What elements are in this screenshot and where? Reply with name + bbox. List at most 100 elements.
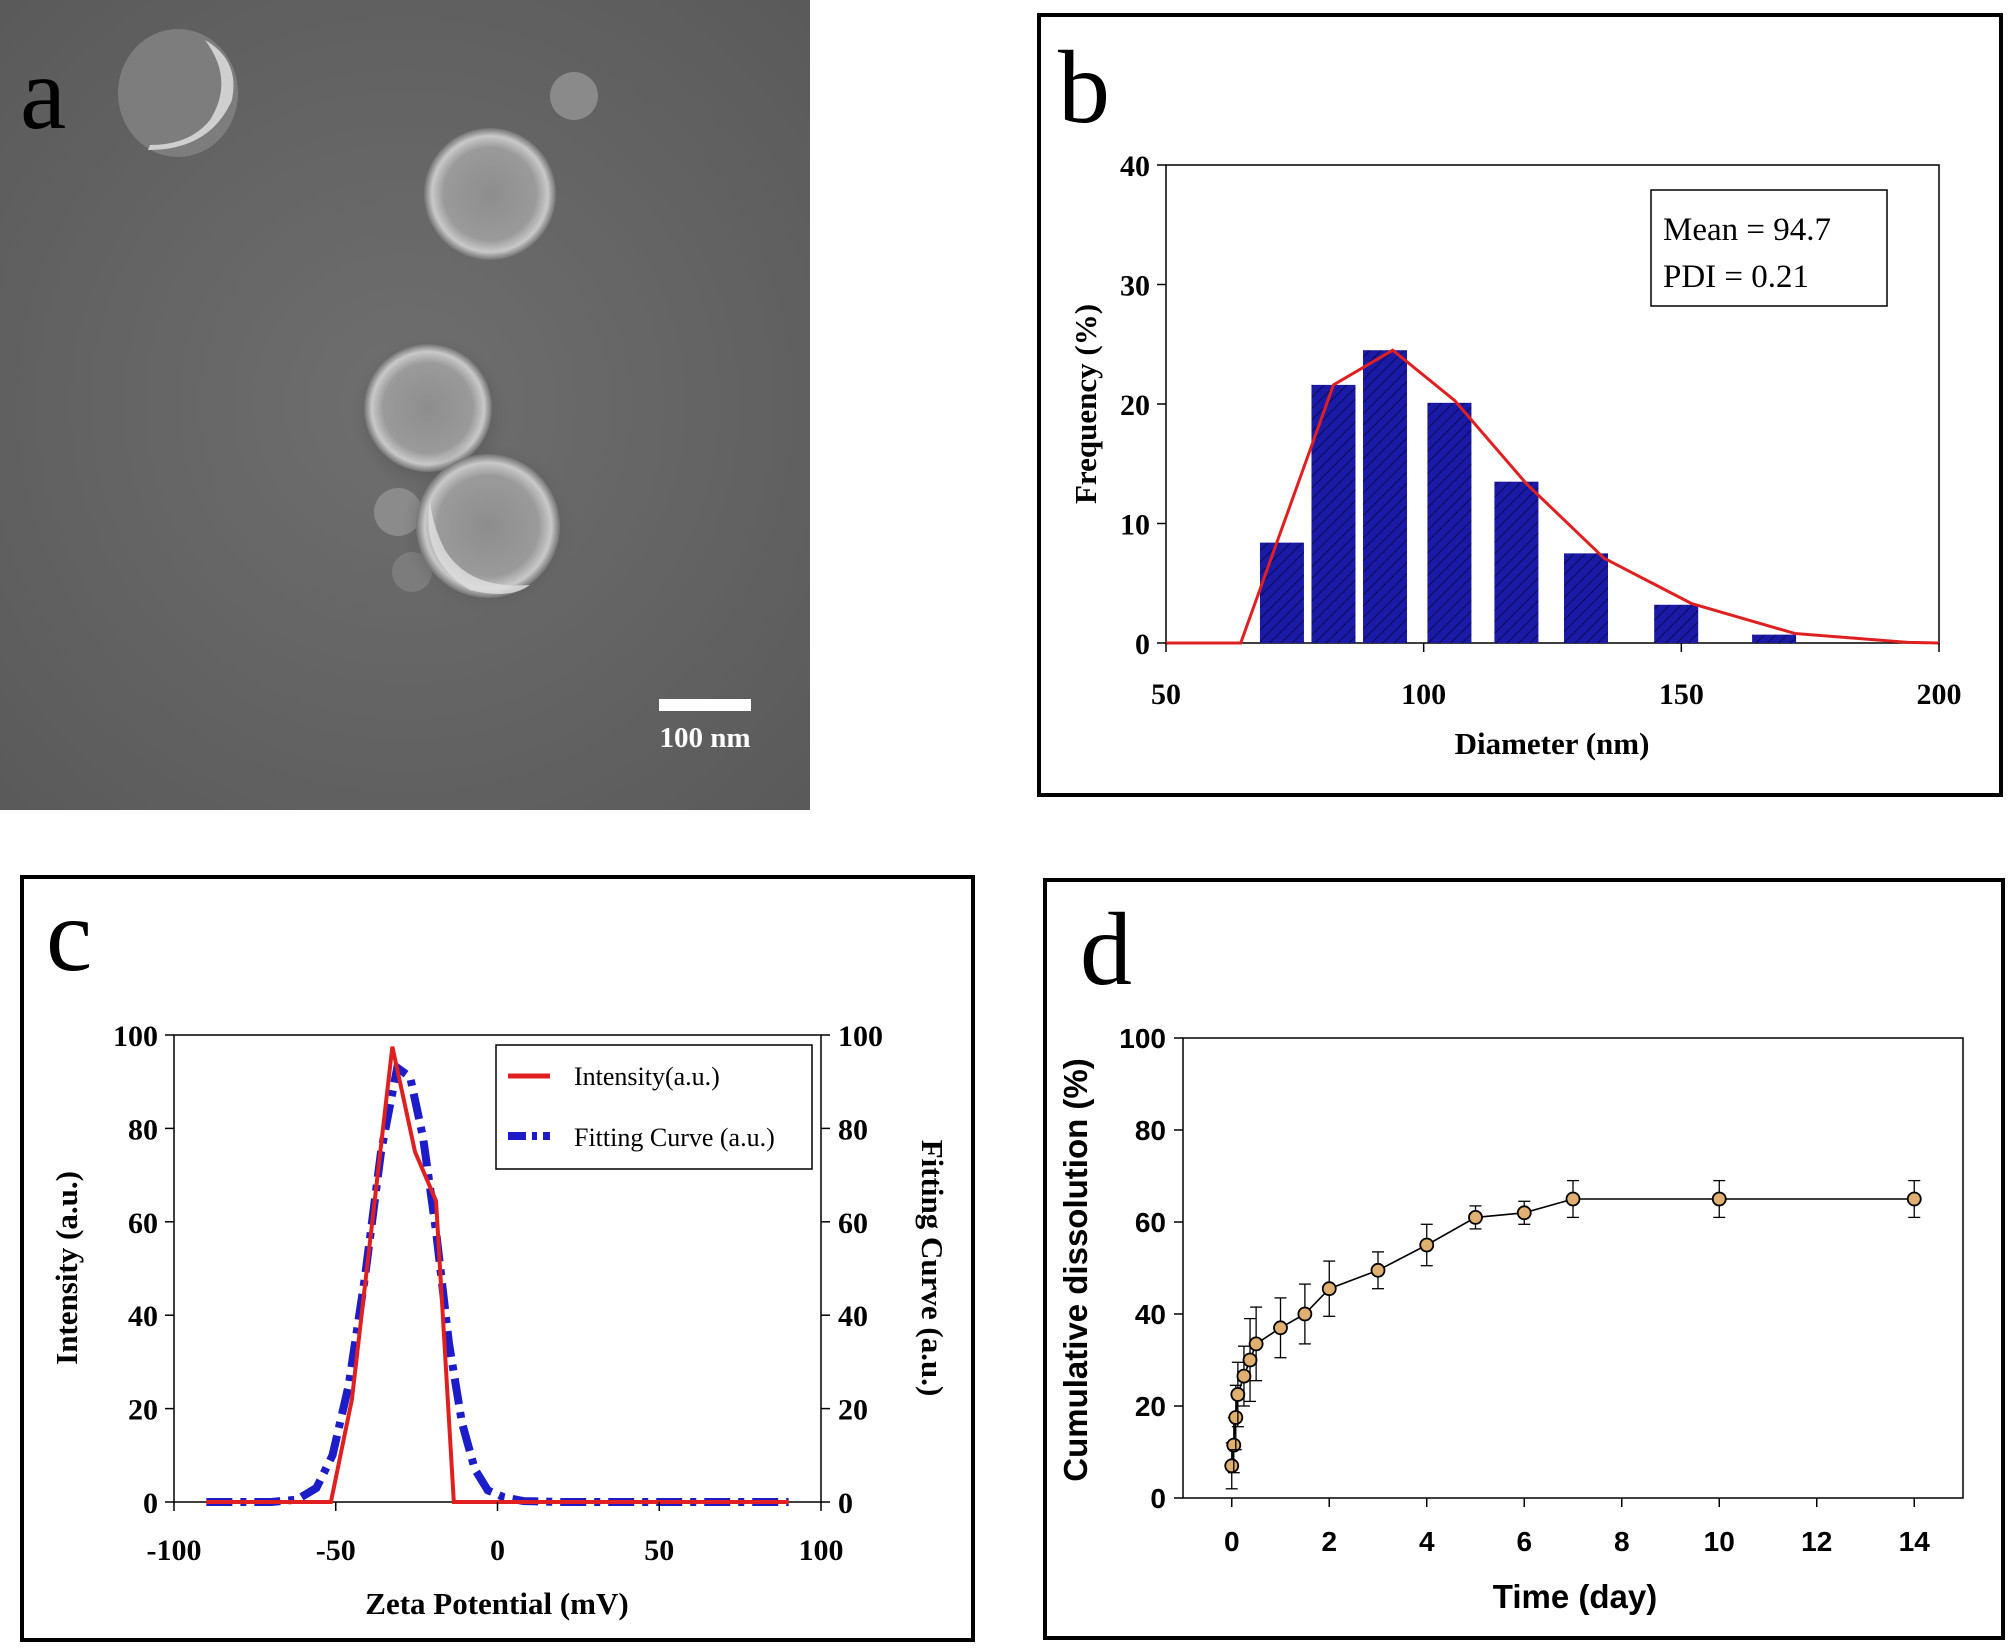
histogram-bar	[1563, 553, 1608, 643]
y-tick-label: 20	[128, 1394, 158, 1427]
x-tick-label: 4	[1419, 1526, 1435, 1557]
x-tick-label: 0	[1224, 1526, 1240, 1557]
x-tick-label: 8	[1614, 1526, 1630, 1557]
panel-frame	[1037, 13, 2003, 797]
stats-mean: Mean = 94.7	[1663, 212, 1831, 248]
fit-line	[1166, 348, 1940, 645]
vesicle	[364, 344, 492, 472]
panel-letter-d: d	[1080, 892, 1132, 1007]
vesicle-rim	[148, 40, 234, 150]
legend-c: Intensity(a.u.) Fitting Curve (a.u.)	[495, 1044, 813, 1170]
vesicle-rim	[428, 500, 530, 594]
y-tick-label: 100	[113, 1020, 158, 1053]
data-point	[1516, 1205, 1532, 1221]
x-axis-title-c: Zeta Potential (mV)	[365, 1586, 628, 1621]
data-point	[1906, 1191, 1922, 1207]
data-point	[1224, 1458, 1240, 1474]
histogram-bar	[1427, 402, 1472, 643]
x-axis-title-b: Diameter (nm)	[1455, 726, 1650, 761]
y2-axis-title-c: Fitting Curve (a.u.)	[915, 1140, 950, 1397]
y-axis-title-c: Intensity (a.u.)	[49, 1171, 84, 1365]
y-tick-label: 0	[143, 1487, 158, 1520]
x-tick-label: 12	[1801, 1526, 1832, 1557]
scale-bar-label: 100 nm	[659, 722, 750, 754]
y2-tick-label: 20	[838, 1394, 868, 1427]
panel-letter-b: b	[1058, 30, 1110, 145]
y-tick-label: 20	[1135, 1391, 1166, 1422]
panel-letter-c: c	[46, 878, 92, 993]
data-point	[1468, 1210, 1483, 1225]
x-tick-label: 100	[1401, 678, 1446, 711]
panel-a: a 100 nm	[0, 0, 810, 810]
panel-b: b 50 100 150 200 0 10 20 30 40 Mean = 94.7 PDI =…	[1037, 13, 2003, 797]
x-tick-label: 100	[799, 1534, 844, 1567]
panel-d: d 0 2 4 6 8 10 12 14 0 20 40 60 80 100 Time (day) Cum…	[1043, 878, 2005, 1640]
data-point	[1711, 1191, 1727, 1207]
y2-tick-label: 40	[838, 1300, 868, 1333]
x-tick-label: 0	[490, 1534, 505, 1567]
stats-box: Mean = 94.7 PDI = 0.21	[1650, 189, 1888, 307]
histogram-bar	[1494, 481, 1539, 643]
y-tick-label: 80	[1135, 1115, 1166, 1146]
panel-frame	[1043, 878, 2005, 1640]
x-tick-label: 14	[1899, 1526, 1931, 1557]
y-tick-label: 40	[128, 1300, 158, 1333]
vesicle	[416, 454, 560, 598]
legend-frame	[495, 1044, 813, 1170]
y-tick-label: 0	[1150, 1483, 1166, 1514]
histogram-bar	[1752, 634, 1797, 643]
y2-tick-label: 60	[838, 1207, 868, 1240]
legend-label-fitting: Fitting Curve (a.u.)	[574, 1123, 775, 1152]
histogram-bar	[1654, 604, 1699, 643]
histogram-bars	[1259, 350, 1797, 643]
stats-frame	[1650, 189, 1888, 307]
y-tick-label: 10	[1120, 509, 1150, 542]
axis-ticks-c: -100 -50 0 50 100 0 0 20 20 40 40 60 60 80 80 100 100	[113, 1020, 883, 1567]
plot-area-d	[1182, 1037, 1964, 1499]
vesicle	[118, 29, 238, 157]
y2-tick-label: 0	[838, 1487, 853, 1520]
data-point	[1565, 1191, 1581, 1207]
data-point	[1419, 1237, 1435, 1253]
x-tick-label: -100	[147, 1534, 202, 1567]
data-point	[1242, 1352, 1258, 1368]
y-tick-label: 100	[1119, 1023, 1166, 1054]
data-point	[1273, 1320, 1288, 1336]
x-tick-label: 200	[1917, 678, 1962, 711]
x-axis-title-d: Time (day)	[1493, 1578, 1657, 1615]
fitting-curve-line	[206, 1060, 789, 1506]
data-point	[1321, 1281, 1337, 1297]
legend-label-intensity: Intensity(a.u.)	[574, 1062, 720, 1091]
panel-letter-a: a	[20, 36, 66, 151]
data-point	[1370, 1262, 1386, 1278]
y-tick-label: 40	[1120, 150, 1150, 183]
y-tick-label: 60	[128, 1207, 158, 1240]
y-axis-title-d: Cumulative dissolution (%)	[1057, 1058, 1094, 1482]
y-tick-label: 30	[1120, 270, 1150, 303]
x-tick-label: 2	[1321, 1526, 1337, 1557]
data-point	[1236, 1368, 1252, 1384]
x-tick-label: 10	[1704, 1526, 1735, 1557]
axis-ticks-b: 50 100 150 200 0 10 20 30 40	[1120, 150, 1962, 711]
y-tick-label: 0	[1135, 628, 1150, 661]
histogram-bar	[1259, 542, 1304, 643]
y-tick-label: 20	[1120, 389, 1150, 422]
data-point	[1228, 1410, 1244, 1425]
y-tick-label: 60	[1135, 1207, 1166, 1238]
y2-tick-label: 100	[838, 1020, 883, 1053]
dissolution-series	[1224, 1179, 1922, 1490]
scale-bar	[659, 699, 751, 711]
y-axis-title-b: Frequency (%)	[1068, 304, 1103, 504]
data-point	[1226, 1437, 1242, 1453]
vesicle	[424, 128, 556, 260]
histogram-bar	[1363, 350, 1408, 643]
y2-tick-label: 80	[838, 1113, 868, 1146]
data-point	[1230, 1387, 1246, 1402]
x-tick-label: -50	[316, 1534, 356, 1567]
tem-vesicles	[118, 29, 598, 614]
y-tick-label: 80	[128, 1113, 158, 1146]
data-point	[1248, 1336, 1264, 1352]
intensity-line	[206, 1046, 789, 1504]
